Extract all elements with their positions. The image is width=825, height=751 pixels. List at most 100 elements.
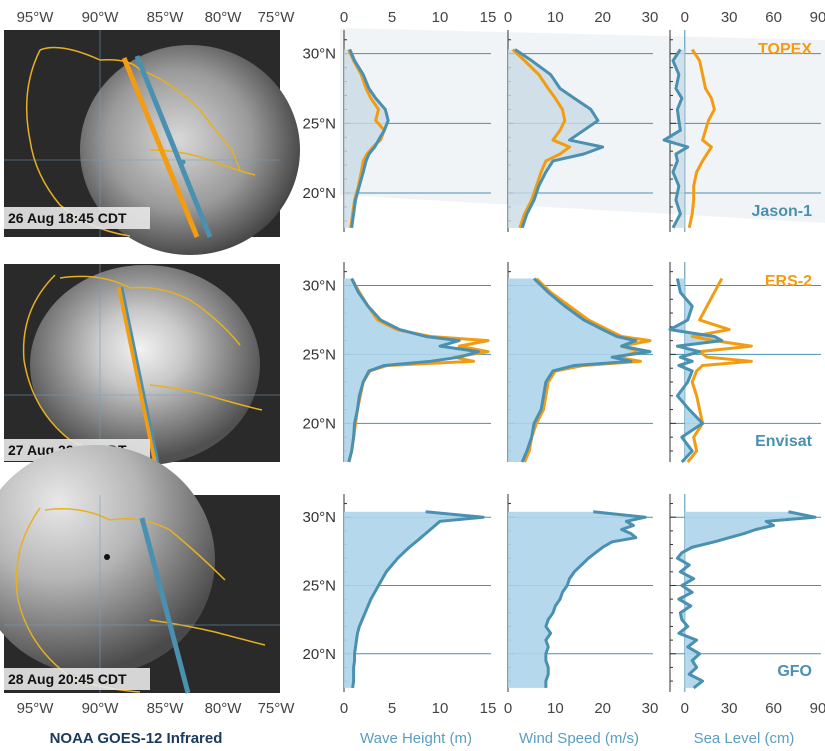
lon-tick: 85°W <box>147 700 185 717</box>
timestamp: 26 Aug 18:45 CDT <box>8 210 127 226</box>
lon-tick: 80°W <box>205 700 243 717</box>
lat-tick-label: 25°N <box>302 346 336 363</box>
x-tick-label: 15 <box>480 700 497 717</box>
profile-panel <box>668 262 821 464</box>
series-line-envisat <box>347 277 480 463</box>
satellite-label: Envisat <box>755 433 813 450</box>
envisat-track <box>120 286 160 463</box>
lat-tick-label: 20°N <box>302 646 336 663</box>
series-line-envisat <box>520 277 652 463</box>
series-line-ers-2 <box>523 277 652 463</box>
profile-panel <box>669 494 821 692</box>
x-tick-label: 0 <box>681 9 689 26</box>
series-fill <box>670 278 722 462</box>
series-line-gfo <box>544 510 647 688</box>
lat-tick-label: 20°N <box>302 415 336 432</box>
lat-tick-label: 30°N <box>302 46 336 63</box>
satellite-label: Jason-1 <box>752 203 813 220</box>
timestamp: 28 Aug 20:45 CDT <box>8 671 127 687</box>
lon-tick: 95°W <box>17 700 55 717</box>
lat-tick-label: 20°N <box>302 185 336 202</box>
x-axis-label: Wave Height (m) <box>360 730 472 747</box>
x-tick-label: 90 <box>810 700 825 717</box>
series-fill <box>677 511 816 688</box>
series-line-topex <box>511 48 572 229</box>
profile-panel <box>507 30 653 232</box>
lon-tick: 80°W <box>205 9 243 26</box>
x-tick-label: 30 <box>721 9 738 26</box>
profile-charts: 0 0 5 5 10 10 15 15 Wave Height (m) 0 0 10 10 20 20 30 3… <box>302 9 825 747</box>
x-tick-label: 90 <box>810 9 825 26</box>
profile-panel <box>507 262 653 463</box>
series-line-ers-2 <box>686 277 753 463</box>
x-tick-label: 5 <box>388 9 396 26</box>
x-tick-label: 20 <box>594 700 611 717</box>
profile-panel <box>343 30 491 232</box>
x-tick-label: 60 <box>765 9 782 26</box>
lat-tick-label: 30°N <box>302 277 336 294</box>
map-panel-1: 26 Aug 18:45 CDT <box>4 30 300 255</box>
gfo-track <box>139 517 191 694</box>
lon-tick: 90°W <box>82 9 120 26</box>
series-line-jason-1 <box>662 48 690 229</box>
lat-tick-label: 25°N <box>302 115 336 132</box>
series-fill <box>344 511 484 688</box>
series-fill <box>508 511 646 688</box>
x-tick-label: 0 <box>681 700 689 717</box>
x-tick-label: 20 <box>594 9 611 26</box>
map-lon-ticks-top: 95°W 90°W 85°W 80°W 75°W <box>17 9 296 26</box>
series-line-gfo <box>351 510 485 689</box>
series-fill <box>344 49 389 228</box>
map-panel-3: 28 Aug 20:45 CDT <box>0 445 280 694</box>
x-axis-label: Wind Speed (m/s) <box>519 730 639 747</box>
series-line-gfo <box>675 510 817 690</box>
x-tick-label: 0 <box>340 700 348 717</box>
lon-tick: 95°W <box>17 9 55 26</box>
profile-panel <box>343 262 491 463</box>
series-fill <box>344 278 479 462</box>
satellite-label: TOPEX <box>758 41 812 58</box>
lon-tick: 75°W <box>258 9 296 26</box>
series-line-topex <box>687 48 716 229</box>
profile-panel <box>507 494 653 692</box>
series-line-jason-1 <box>348 48 390 229</box>
lon-tick: 85°W <box>147 9 185 26</box>
x-tick-label: 60 <box>765 700 782 717</box>
satellite-label: GFO <box>777 663 812 680</box>
jason1-track <box>134 55 213 238</box>
series-line-envisat <box>668 278 724 464</box>
timestamp-box <box>4 207 150 229</box>
x-tick-label: 30 <box>642 9 659 26</box>
x-tick-label: 30 <box>642 700 659 717</box>
map-lon-ticks-bottom: 95°W 90°W 85°W 80°W 75°W <box>17 700 296 717</box>
storm-eye-marker <box>180 159 186 165</box>
x-axis-label: Sea Level (cm) <box>694 730 795 747</box>
x-tick-label: 30 <box>721 700 738 717</box>
x-tick-label: 10 <box>432 9 449 26</box>
x-tick-label: 15 <box>480 9 497 26</box>
lat-tick-label: 30°N <box>302 509 336 526</box>
x-tick-label: 10 <box>547 9 564 26</box>
ers2-track <box>117 286 157 463</box>
x-tick-label: 0 <box>504 9 512 26</box>
x-tick-label: 10 <box>547 700 564 717</box>
x-tick-label: 10 <box>432 700 449 717</box>
timestamp-box <box>4 668 150 690</box>
series-fill <box>664 49 688 228</box>
x-tick-label: 0 <box>504 700 512 717</box>
profile-panel <box>343 494 491 692</box>
series-fill <box>508 278 650 462</box>
map-title: NOAA GOES-12 Infrared <box>50 730 223 747</box>
lon-tick: 90°W <box>82 700 120 717</box>
lon-tick: 75°W <box>258 700 296 717</box>
lat-tick-label: 25°N <box>302 577 336 594</box>
x-tick-label: 0 <box>340 9 348 26</box>
series-line-jason-1 <box>514 48 605 229</box>
x-tick-label: 5 <box>388 700 396 717</box>
profile-panel <box>662 30 821 232</box>
topex-track <box>121 57 200 238</box>
map-panel-2: 27 Aug 22:45 CDT <box>4 264 280 465</box>
storm-eye-marker <box>104 554 110 560</box>
satellite-label: ERS-2 <box>765 273 812 290</box>
